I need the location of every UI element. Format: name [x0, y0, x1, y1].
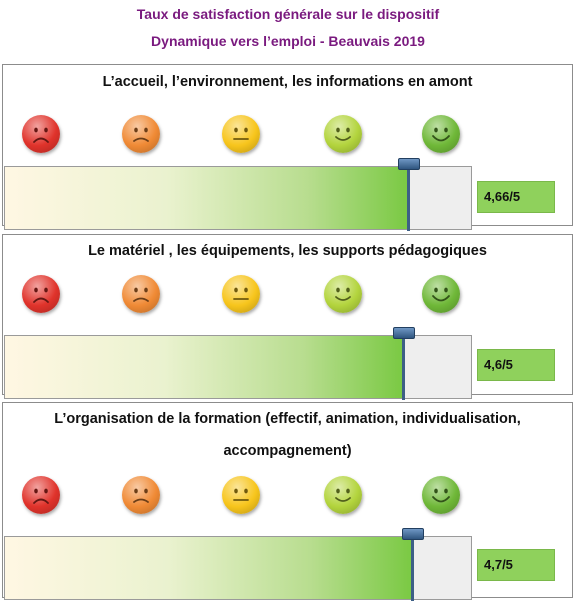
panel-title: L’accueil, l’environnement, les informat… — [102, 74, 473, 90]
rating-needle-handle — [402, 528, 424, 540]
rating-needle — [407, 161, 410, 231]
sad-face-icon — [122, 115, 160, 153]
very-sad-face-icon — [22, 275, 60, 313]
rating-fill-bar — [5, 537, 412, 599]
neutral-face-icon — [222, 275, 260, 313]
rating-needle-handle — [398, 158, 420, 170]
rating-needle-handle — [393, 327, 415, 339]
panel-title: Le matériel , les équipements, les suppo… — [88, 243, 487, 259]
sad-face-icon — [122, 476, 160, 514]
very-sad-face-icon — [22, 476, 60, 514]
score-label: 4,6/5 — [477, 349, 555, 381]
rating-needle — [402, 330, 405, 400]
rating-panel-accueil: L’accueil, l’environnement, les informat… — [2, 64, 573, 231]
neutral-face-icon — [222, 476, 260, 514]
rating-track — [4, 158, 472, 231]
chart-title-line-2: Dynamique vers l’emploi - Beauvais 2019 — [151, 33, 425, 49]
very-sad-face-icon — [22, 115, 60, 153]
panel-title-line-2: accompagnement) — [223, 443, 352, 459]
panel-title-line-1: L’organisation de la formation (effectif… — [54, 411, 521, 427]
very-happy-face-icon — [422, 476, 460, 514]
very-happy-face-icon — [422, 275, 460, 313]
rating-fill-bar — [5, 336, 403, 398]
happy-face-icon — [324, 275, 362, 313]
rating-needle — [411, 531, 414, 601]
rating-track — [4, 327, 472, 400]
happy-face-icon — [324, 476, 362, 514]
rating-fill-bar — [5, 167, 408, 229]
happy-face-icon — [324, 115, 362, 153]
score-label: 4,7/5 — [477, 549, 555, 581]
score-label: 4,66/5 — [477, 181, 555, 213]
chart-title-line-1: Taux de satisfaction générale sur le dis… — [136, 6, 440, 22]
rating-track — [4, 528, 472, 601]
rating-panel-materiel: Le matériel , les équipements, les suppo… — [2, 234, 573, 400]
very-happy-face-icon — [422, 115, 460, 153]
sad-face-icon — [122, 275, 160, 313]
rating-panel-organisation: L’organisation de la formation (effectif… — [2, 402, 573, 601]
neutral-face-icon — [222, 115, 260, 153]
